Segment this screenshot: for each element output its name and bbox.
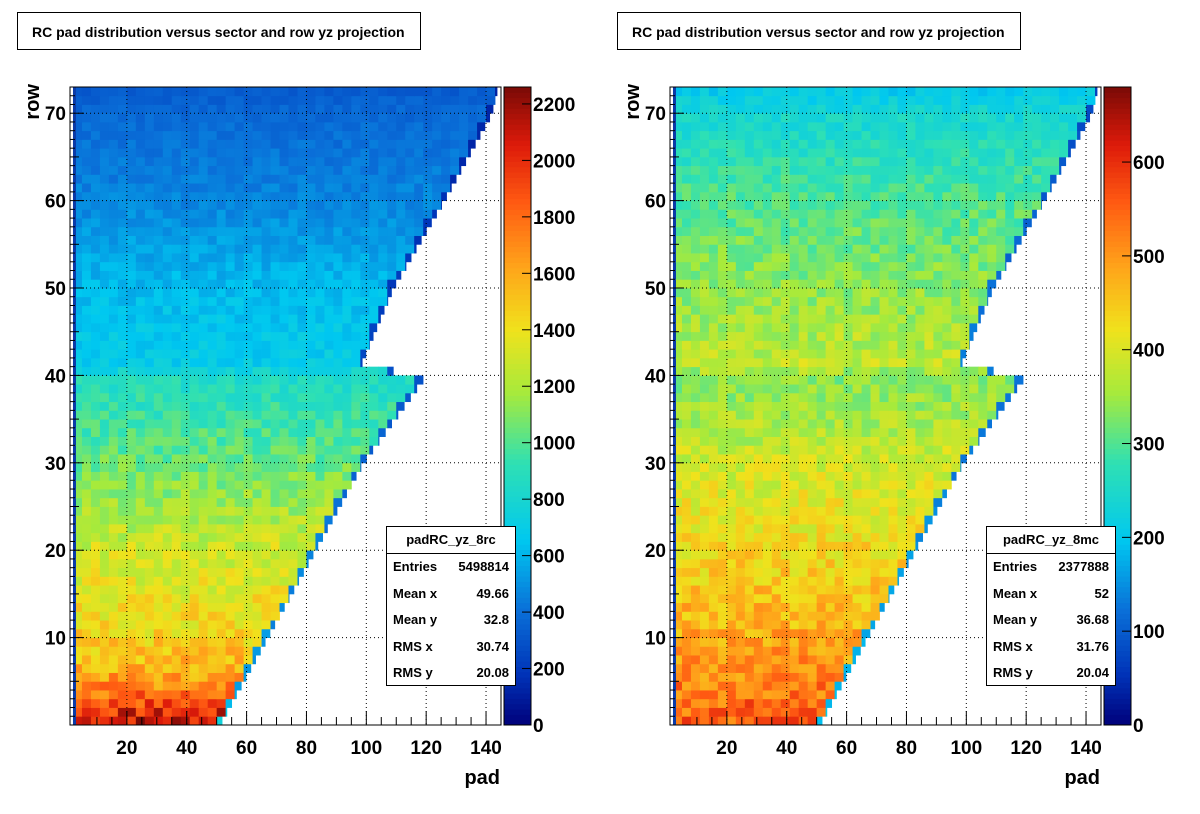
z-tick-label: 2200: [533, 95, 575, 116]
stats-rms-y: RMS y 20.08: [393, 665, 509, 680]
stats-mean-y: Mean y 36.68: [993, 612, 1109, 627]
z-tick-label: 1800: [533, 208, 575, 229]
z-tick-label: 600: [1133, 153, 1165, 174]
x-tick-label: 100: [950, 738, 982, 759]
y-tick-label: 10: [645, 629, 666, 650]
x-tick-label: 80: [896, 738, 917, 759]
x-tick-label: 40: [776, 738, 797, 759]
stats-rms-x: RMS x 30.74: [393, 638, 509, 654]
z-tick-label: 1000: [533, 434, 575, 455]
y-tick-label: 60: [645, 192, 666, 213]
x-tick-label: 100: [350, 738, 382, 759]
y-tick-label: 40: [645, 366, 666, 387]
z-tick-label: 200: [533, 660, 565, 681]
stats-box: padRC_yz_8rc Entries 5498814 Mean x 49.66 …: [386, 526, 516, 686]
y-tick-label: 30: [45, 454, 66, 475]
x-tick-label: 40: [176, 738, 197, 759]
z-tick-label: 2000: [533, 151, 575, 172]
stats-mean-x: Mean x 52: [993, 585, 1109, 601]
stats-box: padRC_yz_8mc Entries 2377888 Mean x 52 Mea…: [986, 526, 1116, 686]
chart-title: RC pad distribution versus sector and ro…: [17, 12, 421, 50]
y-tick-label: 70: [45, 104, 66, 125]
y-tick-label: 50: [645, 279, 666, 300]
y-tick-label: 20: [645, 541, 666, 562]
z-tick-label: 1600: [533, 264, 575, 285]
z-tick-label: 1200: [533, 377, 575, 398]
x-tick-label: 60: [836, 738, 857, 759]
x-tick-label: 140: [1070, 738, 1102, 759]
z-tick-label: 200: [1133, 528, 1165, 549]
chart-title: RC pad distribution versus sector and ro…: [617, 12, 1021, 50]
z-tick-label: 400: [533, 603, 565, 624]
right-histogram-panel: 20 40 60 80 100 120 140 10 20 30 40 50 60 70 pad row 0 10…: [622, 84, 1165, 789]
x-tick-label: 120: [410, 738, 442, 759]
z-tick-label: 500: [1133, 247, 1165, 268]
stats-rms-x: RMS x 31.76: [993, 638, 1109, 654]
y-tick-label: 30: [645, 454, 666, 475]
stats-mean-x: Mean x 49.66: [393, 585, 509, 601]
y-tick-label: 70: [645, 104, 666, 125]
z-tick-label: 800: [533, 490, 565, 511]
plot-frame: [69, 86, 502, 726]
color-scale-frame: [1103, 86, 1132, 726]
color-scale: [504, 87, 531, 726]
z-tick-label: 0: [1133, 716, 1144, 737]
stats-entries: Entries 2377888: [993, 559, 1109, 574]
y-tick-label: 20: [45, 541, 66, 562]
color-scale-frame: [503, 86, 532, 726]
y-tick-label: 50: [45, 279, 66, 300]
plot-frame: [669, 86, 1102, 726]
stats-entries: Entries 5498814: [393, 559, 509, 574]
stats-histogram-name: padRC_yz_8mc: [987, 527, 1115, 554]
x-axis-title: pad: [464, 767, 500, 789]
z-tick-label: 400: [1133, 341, 1165, 362]
z-tick-label: 100: [1133, 622, 1165, 643]
y-axis-title: row: [622, 84, 644, 120]
y-tick-label: 10: [45, 629, 66, 650]
stats-histogram-name: padRC_yz_8rc: [387, 527, 515, 554]
x-tick-label: 20: [716, 738, 737, 759]
color-scale: [1104, 87, 1131, 726]
stats-rms-y: RMS y 20.04: [993, 665, 1109, 680]
x-axis-title: pad: [1064, 767, 1100, 789]
x-tick-label: 60: [236, 738, 257, 759]
x-tick-label: 80: [296, 738, 317, 759]
left-histogram-panel: 20 40 60 80 100 120 140 10 20 30 40 50 60 70 pad row 0 20…: [22, 84, 575, 789]
z-tick-label: 1400: [533, 321, 575, 342]
y-tick-label: 60: [45, 192, 66, 213]
z-tick-label: 300: [1133, 435, 1165, 456]
x-tick-label: 20: [116, 738, 137, 759]
y-tick-label: 40: [45, 366, 66, 387]
z-tick-label: 0: [533, 716, 544, 737]
y-axis-title: row: [22, 84, 44, 120]
x-tick-label: 120: [1010, 738, 1042, 759]
heatmap-cells: [72, 87, 498, 726]
z-tick-label: 600: [533, 547, 565, 568]
stats-mean-y: Mean y 32.8: [393, 612, 509, 627]
heatmap-cells: [672, 87, 1098, 726]
x-tick-label: 140: [470, 738, 502, 759]
